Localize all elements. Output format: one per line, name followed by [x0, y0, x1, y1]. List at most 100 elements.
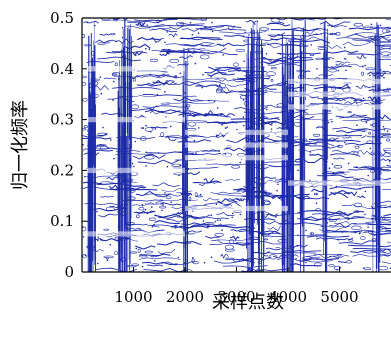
noise-dot [179, 72, 182, 75]
noise-contour [370, 233, 391, 236]
noise-contour [385, 87, 391, 91]
noise-dot [331, 120, 333, 123]
noise-loop [188, 196, 192, 201]
noise-dot [337, 69, 340, 72]
noise-contour [291, 144, 341, 149]
noise-contour [207, 72, 227, 77]
noise-loop [195, 195, 203, 198]
noise-contour [97, 56, 141, 62]
noise-dot [252, 186, 255, 189]
noise-contour [99, 33, 112, 36]
noise-loop [186, 104, 191, 108]
noise-contour [82, 137, 112, 140]
noise-dot [251, 171, 253, 174]
noise-texture [82, 18, 391, 272]
noise-dot [174, 224, 177, 227]
noise-dot [301, 144, 304, 147]
noise-contour [216, 212, 235, 216]
noise-dot [253, 23, 256, 25]
noise-dot [127, 152, 130, 155]
noise-dot [236, 242, 238, 245]
noise-dot [164, 41, 166, 44]
noise-loop [354, 98, 363, 103]
noise-contour [335, 62, 344, 66]
noise-contour [166, 101, 215, 104]
noise-dot [100, 92, 103, 95]
noise-dot [291, 60, 294, 62]
noise-contour [325, 171, 350, 173]
noise-contour [152, 182, 180, 187]
noise-dot [316, 235, 318, 238]
noise-contour [151, 50, 198, 53]
noise-contour [180, 222, 215, 226]
noise-loop [367, 230, 373, 234]
noise-dot [88, 159, 91, 161]
noise-dot [358, 232, 361, 235]
noise-dot [324, 217, 327, 220]
y-tick-label: 0.1 [50, 212, 74, 230]
noise-contour [209, 243, 249, 246]
noise-dot [155, 81, 158, 84]
noise-dot [283, 245, 286, 248]
noise-dot [202, 74, 204, 76]
noise-dot [225, 147, 228, 150]
noise-dot [170, 201, 172, 203]
noise-contour [159, 198, 198, 202]
noise-dot [210, 214, 213, 216]
noise-loop [182, 241, 192, 245]
noise-contour [197, 216, 230, 220]
noise-contour [149, 28, 178, 33]
noise-dot [194, 62, 197, 65]
noise-dot [383, 70, 385, 73]
noise-loop [382, 28, 388, 34]
noise-dot [133, 165, 135, 168]
noise-contour [329, 153, 361, 157]
noise-contour [277, 52, 321, 55]
noise-dot [154, 128, 157, 130]
noise-dot [383, 129, 386, 131]
noise-dot [381, 135, 383, 138]
noise-loop [130, 104, 139, 110]
noise-contour [143, 192, 187, 197]
noise-loop [386, 29, 390, 33]
noise-dot [239, 213, 242, 216]
noise-dot [88, 246, 91, 248]
noise-contour [132, 50, 143, 56]
x-tick-label: 4000 [269, 288, 307, 306]
noise-contour [352, 253, 391, 257]
noise-dot [197, 32, 200, 34]
noise-contour [187, 152, 222, 156]
noise-loop [82, 226, 87, 232]
noise-loop [82, 98, 88, 102]
noise-dot [121, 36, 124, 39]
noise-dot [131, 95, 133, 98]
noise-contour [139, 25, 187, 28]
noise-dot [276, 189, 278, 192]
noise-dot [192, 257, 194, 259]
noise-dot [145, 165, 147, 167]
noise-contour [216, 42, 237, 46]
noise-dot [335, 185, 338, 188]
noise-loop [214, 180, 220, 183]
noise-contour [348, 27, 391, 31]
noise-contour [142, 105, 189, 108]
noise-dot [270, 128, 273, 130]
noise-contour [137, 159, 180, 165]
noise-loop [165, 195, 172, 200]
noise-contour [221, 163, 268, 166]
noise-contour [306, 235, 350, 238]
noise-loop [363, 267, 372, 271]
noise-contour [333, 157, 345, 160]
noise-loop [361, 71, 365, 76]
noise-dot [310, 44, 313, 46]
noise-dot [285, 106, 288, 109]
noise-dot [290, 228, 293, 230]
noise-dot [257, 37, 260, 39]
noise-dot [323, 89, 326, 91]
noise-contour [100, 195, 114, 198]
noise-contour [86, 61, 115, 63]
noise-dot [131, 162, 134, 165]
noise-dot [141, 127, 143, 129]
